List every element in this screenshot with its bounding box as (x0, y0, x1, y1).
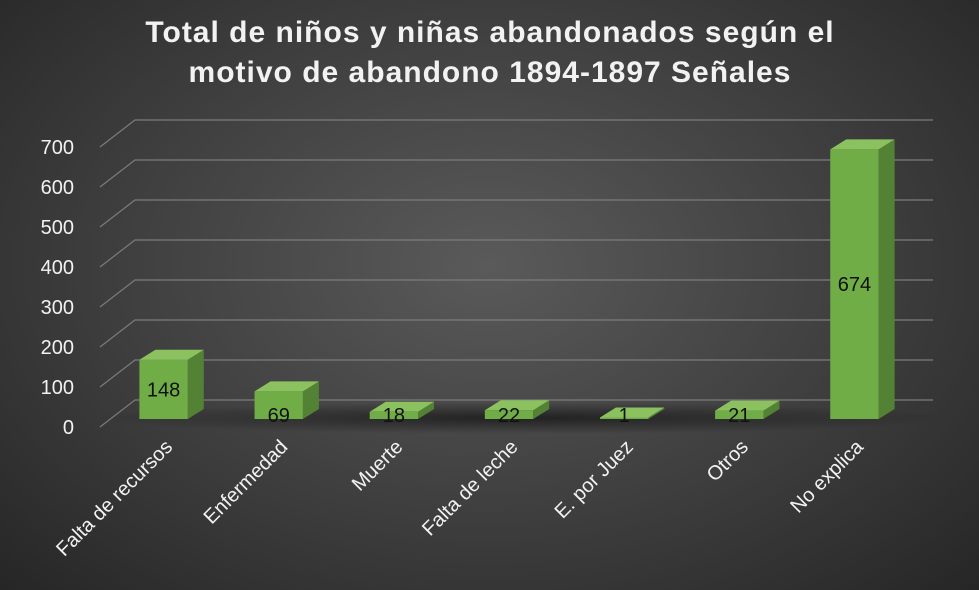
gridline (99, 279, 933, 308)
y-tick-label: 500 (41, 217, 74, 239)
bar: 21 (715, 400, 780, 427)
bar-top (830, 139, 895, 150)
data-label: 148 (147, 379, 180, 401)
gridline (99, 119, 933, 148)
bar-top (369, 401, 435, 412)
bar-front (484, 410, 534, 419)
bar-side (187, 349, 204, 419)
data-label: 1 (619, 405, 630, 427)
bar: 22 (484, 400, 550, 427)
chart-title-line-1: Total de niños y niñas abandonados según… (145, 16, 834, 49)
y-tick-label: 400 (41, 257, 74, 279)
category-label: Muerte (348, 436, 408, 496)
bar: 148 (139, 349, 204, 419)
bar-top (599, 407, 665, 418)
gridline (99, 159, 933, 188)
data-label: 18 (383, 405, 405, 427)
bar-front (830, 149, 879, 419)
gridline (99, 199, 933, 228)
data-label: 69 (268, 405, 290, 427)
bar-front (369, 411, 419, 419)
data-label: 22 (498, 405, 520, 427)
gridlines (99, 119, 933, 428)
y-tick-label: 600 (41, 177, 74, 199)
bar-side (763, 400, 780, 419)
bar-side (648, 407, 665, 419)
bar-top (139, 349, 204, 360)
gridline (99, 239, 933, 268)
category-label: Enfermedad (200, 436, 293, 529)
category-label: E. por Juez (551, 436, 638, 523)
y-tick-label: 0 (63, 417, 74, 439)
bar-side (302, 381, 319, 419)
data-label: 674 (838, 274, 871, 296)
category-label: Falta de leche (418, 436, 522, 540)
category-labels: Falta de recursos Enfermedad Muerte Falta d… (52, 435, 868, 560)
y-tick-label: 100 (41, 377, 74, 399)
bar-front (139, 359, 188, 419)
gridline (99, 399, 933, 428)
bar-side (533, 400, 550, 419)
bar: 674 (830, 139, 895, 419)
y-tick-label: 700 (41, 137, 74, 159)
category-label: Falta de recursos (52, 436, 177, 561)
bar-side (418, 401, 435, 419)
chart-title-line-2: motivo de abandono 1894-1897 Señales (189, 56, 792, 89)
gridline (99, 319, 933, 348)
bar: 1 (599, 405, 665, 427)
bar-top (254, 381, 319, 392)
gridline (99, 359, 933, 388)
category-label: Otros (703, 436, 753, 486)
bar-top (484, 400, 550, 411)
bar: 18 (369, 401, 435, 427)
bar-front (254, 391, 303, 419)
bars: 148 69 18 22 1 21 674 (139, 139, 895, 427)
bar-side (878, 139, 895, 419)
y-axis-ticks: 0 100 200 300 400 500 600 700 (41, 137, 74, 439)
category-label: No explica (786, 435, 868, 517)
data-label: 21 (728, 405, 750, 427)
bar-front (599, 417, 649, 419)
bar-top (715, 400, 780, 411)
y-tick-label: 200 (41, 337, 74, 359)
bar: 69 (254, 381, 319, 427)
bar-front (715, 410, 764, 419)
y-tick-label: 300 (41, 297, 74, 319)
